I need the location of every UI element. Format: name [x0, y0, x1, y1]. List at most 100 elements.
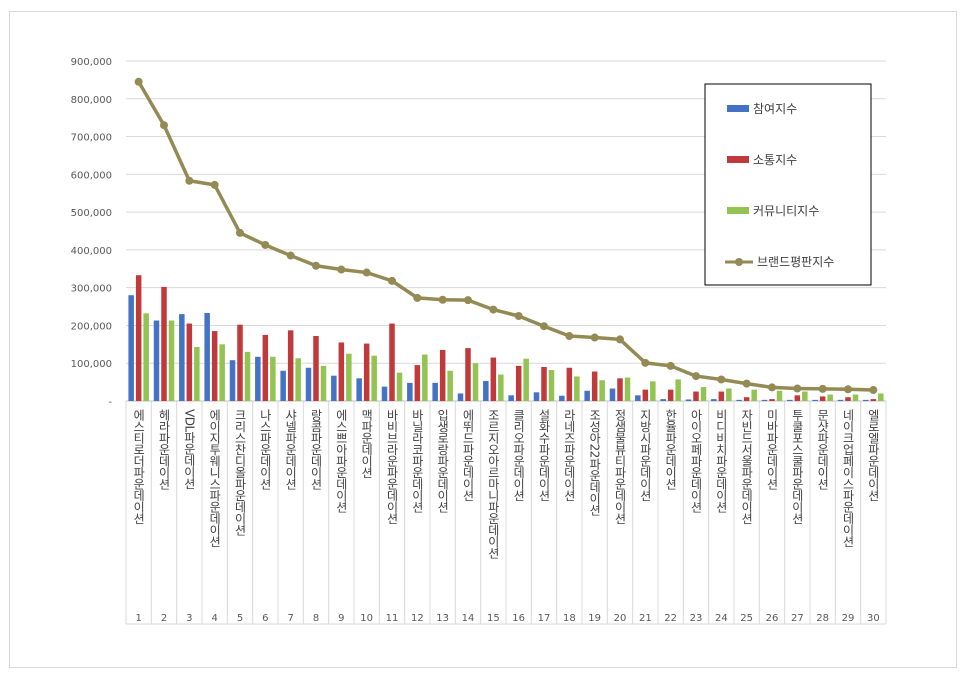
bar-참여지수-5 — [229, 360, 236, 401]
y-tick-label: 300,000 — [71, 284, 112, 295]
point-브랜드평판지수-11 — [388, 276, 396, 285]
bar-커뮤니티지수-25 — [751, 389, 757, 401]
bar-소통지수-6 — [262, 334, 269, 401]
category-label: 조르지오아르마니파운데이션 — [486, 409, 500, 559]
bar-소통지수-29 — [845, 397, 851, 401]
bar-참여지수-13 — [432, 382, 438, 401]
bar-소통지수-5 — [237, 324, 243, 401]
bar-커뮤니티지수-6 — [270, 356, 276, 401]
bar-참여지수-14 — [457, 393, 464, 401]
point-브랜드평판지수-28 — [818, 384, 827, 393]
rank-label: 1 — [135, 613, 141, 624]
legend-entry: 커뮤니티지수 — [753, 204, 819, 218]
category-label: 맥파운데이션 — [360, 409, 374, 479]
rank-label: 21 — [639, 613, 652, 624]
point-브랜드평판지수-17 — [540, 322, 548, 331]
legend-swatch-marker — [735, 258, 743, 266]
bar-참여지수-18 — [559, 395, 565, 401]
point-브랜드평판지수-6 — [261, 240, 270, 249]
bar-소통지수-15 — [490, 357, 497, 401]
rank-label: 29 — [842, 613, 855, 624]
bar-커뮤니티지수-3 — [194, 346, 200, 401]
point-브랜드평판지수-27 — [793, 384, 802, 393]
y-tick-label: 600,000 — [71, 170, 112, 181]
y-tick-label: 500,000 — [71, 208, 112, 219]
rank-label: 2 — [161, 613, 167, 624]
bar-소통지수-27 — [794, 395, 801, 401]
rank-label: 5 — [237, 613, 243, 624]
category-label: 입생로랑파운데이션 — [436, 409, 450, 513]
bar-소통지수-18 — [566, 367, 573, 401]
bar-소통지수-19 — [591, 371, 598, 401]
bar-커뮤니티지수-18 — [574, 376, 580, 401]
bar-소통지수-28 — [819, 396, 826, 401]
rank-label: 27 — [791, 613, 804, 624]
point-브랜드평판지수-21 — [641, 358, 650, 367]
bar-소통지수-8 — [313, 336, 319, 401]
rank-label: 23 — [690, 613, 703, 624]
legend-swatch — [727, 156, 749, 163]
y-tick-label: 200,000 — [71, 321, 112, 332]
bar-소통지수-7 — [287, 330, 294, 401]
category-label: 아이오페파운데이션 — [689, 409, 703, 513]
bar-소통지수-11 — [389, 323, 395, 401]
bar-커뮤니티지수-14 — [472, 363, 479, 401]
bar-참여지수-19 — [584, 390, 590, 401]
bar-참여지수-28 — [812, 399, 818, 401]
point-브랜드평판지수-12 — [413, 293, 422, 302]
bar-커뮤니티지수-2 — [168, 320, 175, 401]
category-label: 문샷파운데이션 — [816, 409, 830, 490]
bar-소통지수-20 — [617, 378, 623, 401]
legend-entry: 참여지수 — [753, 102, 797, 116]
line-브랜드평판지수 — [137, 80, 874, 392]
bar-참여지수-8 — [305, 367, 312, 401]
legend-swatch — [727, 207, 749, 214]
point-브랜드평판지수-18 — [565, 332, 574, 341]
rank-label: 9 — [338, 613, 344, 624]
category-label: 나스파운데이션 — [258, 409, 272, 490]
bar-참여지수-1 — [128, 295, 134, 401]
bar-참여지수-12 — [407, 382, 413, 401]
bar-소통지수-10 — [363, 343, 370, 401]
rank-label: 26 — [766, 613, 779, 624]
bar-참여지수-29 — [837, 399, 844, 401]
bar-커뮤니티지수-15 — [498, 374, 504, 401]
bar-참여지수-26 — [761, 399, 768, 401]
category-label: 정샘물뷰티파운데이션 — [613, 409, 627, 525]
bar-커뮤니티지수-28 — [827, 394, 833, 401]
category-label: 클리오파운데이션 — [512, 409, 526, 501]
legend-entry: 브랜드평판지수 — [757, 255, 834, 269]
category-label: 라네즈파운데이션 — [562, 409, 576, 502]
rank-label: 17 — [538, 613, 551, 624]
rank-label: 8 — [313, 613, 319, 624]
category-label: 조성아22파운데이션 — [588, 409, 602, 515]
rank-label: 24 — [715, 613, 728, 624]
rank-label: 22 — [664, 613, 677, 624]
bar-참여지수-30 — [863, 399, 869, 401]
category-label: VDL파운데이션 — [182, 409, 196, 489]
point-브랜드평판지수-24 — [717, 375, 726, 384]
point-브랜드평판지수-8 — [312, 261, 320, 270]
category-label: 랑콤파운데이션 — [309, 409, 323, 490]
bar-소통지수-9 — [338, 342, 345, 401]
y-tick-label: 700,000 — [71, 133, 112, 144]
category-label: 샤넬파운데이션 — [284, 409, 298, 490]
point-브랜드평판지수-1 — [134, 77, 143, 86]
rank-label: 18 — [563, 613, 576, 624]
bar-소통지수-2 — [161, 286, 167, 401]
bar-커뮤니티지수-21 — [650, 381, 656, 401]
bar-커뮤니티지수-4 — [219, 344, 225, 401]
bar-커뮤니티지수-8 — [320, 365, 327, 401]
rank-label: 4 — [211, 613, 217, 624]
bar-소통지수-22 — [667, 389, 674, 401]
rank-label: 13 — [436, 613, 449, 624]
bar-소통지수-12 — [414, 365, 421, 401]
point-브랜드평판지수-13 — [438, 295, 447, 304]
rank-label: 15 — [487, 613, 500, 624]
rank-label: 12 — [411, 613, 424, 624]
bar-소통지수-4 — [211, 331, 218, 401]
bar-참여지수-21 — [635, 395, 641, 401]
bar-소통지수-21 — [642, 389, 649, 401]
y-tick-label: 900,000 — [71, 57, 112, 68]
